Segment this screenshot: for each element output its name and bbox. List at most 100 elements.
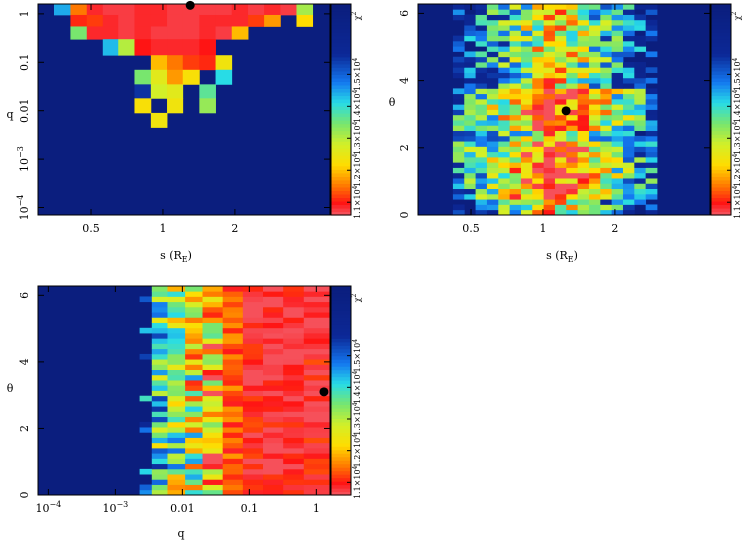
heatmap-cell xyxy=(167,306,186,313)
heatmap-cell xyxy=(532,72,545,79)
heatmap-cell xyxy=(475,125,488,131)
heatmap-cell xyxy=(645,172,658,179)
heatmap-cell xyxy=(151,374,168,381)
heatmap-cell xyxy=(532,193,545,200)
heatmap-cell xyxy=(167,14,184,27)
heatmap-cell xyxy=(452,162,465,168)
heatmap-cell xyxy=(509,25,522,31)
heatmap-cell xyxy=(464,146,476,153)
colorbar-segment xyxy=(711,56,731,61)
heatmap-cell xyxy=(486,193,499,200)
heatmap-cell xyxy=(134,4,152,16)
heatmap-cell xyxy=(185,447,203,454)
colorbar-segment xyxy=(331,134,351,139)
heatmap-cell xyxy=(509,67,522,73)
heatmap-cell xyxy=(509,199,522,205)
y-tick-label: 4 xyxy=(398,77,411,84)
heatmap-cell xyxy=(167,432,186,438)
heatmap-cell xyxy=(543,51,556,58)
heatmap-cell xyxy=(600,77,613,84)
heatmap-cell xyxy=(554,88,567,95)
heatmap-cell xyxy=(577,88,590,95)
heatmap-cell xyxy=(242,416,264,423)
heatmap-cell xyxy=(151,427,168,433)
heatmap-cell xyxy=(498,188,511,195)
axis-ticks: 0.5 1 2 0 2 4 6 xyxy=(398,4,710,235)
heatmap-cell xyxy=(167,484,186,491)
heatmap-cell xyxy=(611,135,624,142)
heatmap-cell xyxy=(150,84,168,99)
heatmap-cell xyxy=(167,98,184,114)
heatmap-cell xyxy=(263,306,284,313)
heatmap-cell xyxy=(520,146,533,153)
heatmap-cell xyxy=(202,395,224,402)
heatmap-cell xyxy=(283,463,305,470)
heatmap-cell xyxy=(611,188,624,195)
heatmap-cell xyxy=(509,125,522,131)
heatmap-cell xyxy=(202,421,224,428)
heatmap-cell xyxy=(588,109,601,116)
heatmap-cell xyxy=(283,364,305,370)
heatmap-cell xyxy=(242,312,264,318)
heatmap-cell xyxy=(167,69,184,85)
heatmap-cell xyxy=(611,4,624,10)
heatmap-cell xyxy=(509,188,522,195)
colorbar-segment xyxy=(711,81,731,86)
heatmap-cell xyxy=(475,98,488,105)
colorbar-segment xyxy=(331,35,351,40)
heatmap-cell xyxy=(577,172,590,179)
colorbar-tick-label: 1.4×104 xyxy=(352,89,362,123)
heatmap-cell xyxy=(464,104,476,110)
heatmap-cell xyxy=(532,77,545,84)
colorbar-segment xyxy=(331,292,351,298)
heatmap-cell xyxy=(509,193,522,200)
heatmap-cell xyxy=(151,447,168,454)
colorbar-segment xyxy=(331,334,351,339)
heatmap-cell xyxy=(543,209,556,216)
heatmap-cell xyxy=(588,204,601,211)
colorbar-segment xyxy=(331,77,351,82)
heatmap-cell xyxy=(566,14,579,21)
heatmap-cell xyxy=(303,406,331,412)
heatmap-cell xyxy=(202,353,224,360)
heatmap-cell xyxy=(622,25,635,31)
colorbar-segment xyxy=(331,299,351,305)
heatmap-cell xyxy=(185,353,203,360)
heatmap-cell xyxy=(634,14,647,21)
colorbar-segment xyxy=(331,91,351,97)
heatmap-cell xyxy=(543,30,556,37)
heatmap-cell xyxy=(645,114,658,121)
colorbar-segment xyxy=(711,116,731,121)
heatmap-cell xyxy=(296,4,314,16)
heatmap-cell xyxy=(464,51,476,58)
heatmap-cell xyxy=(498,130,511,137)
heatmap-cell xyxy=(645,93,658,100)
heatmap-cell xyxy=(202,348,224,355)
axis-ticks: 10−4 10−3 0.01 0.1 1 0 2 4 6 xyxy=(18,286,330,515)
heatmap-cell xyxy=(452,188,465,195)
heatmap-cell xyxy=(202,390,224,397)
heatmap-cell xyxy=(611,88,624,95)
heatmap-cell xyxy=(554,114,567,121)
heatmap-cell xyxy=(452,151,465,158)
heatmap-cell xyxy=(520,188,533,195)
heatmap-cell xyxy=(498,30,511,37)
colorbar-segment xyxy=(711,190,731,195)
heatmap-cell xyxy=(475,104,488,110)
heatmap-cell xyxy=(509,77,522,84)
heatmap-cell xyxy=(588,193,601,200)
heatmap-cell xyxy=(486,56,499,63)
heatmap-cell xyxy=(588,130,601,137)
heatmap-cell xyxy=(600,209,613,216)
colorbar-segment xyxy=(331,481,351,486)
colorbar-segment xyxy=(331,366,351,371)
y-tick-label: 6 xyxy=(18,292,31,299)
heatmap-cell xyxy=(509,109,522,116)
heatmap-cell xyxy=(452,62,465,68)
heatmap-cell xyxy=(185,437,203,444)
heatmap-cell xyxy=(498,19,511,26)
heatmap-cell xyxy=(509,162,522,168)
colorbar-segment xyxy=(331,18,351,23)
heatmap-cell xyxy=(498,141,511,147)
